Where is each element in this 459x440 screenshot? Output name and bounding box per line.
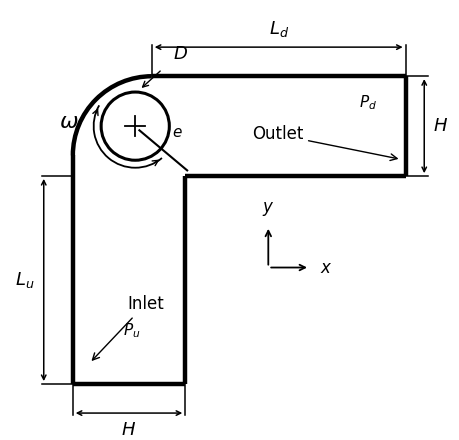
Text: $L_d$: $L_d$ — [269, 19, 289, 39]
Text: $H$: $H$ — [433, 117, 448, 135]
Text: $L_u$: $L_u$ — [15, 270, 34, 290]
Text: $x$: $x$ — [320, 259, 333, 276]
Text: $\omega$: $\omega$ — [59, 112, 78, 132]
Text: Outlet: Outlet — [252, 125, 397, 161]
Text: $y$: $y$ — [262, 200, 274, 218]
Text: Inlet: Inlet — [92, 295, 164, 360]
Text: $e$: $e$ — [172, 125, 182, 140]
Text: $H$: $H$ — [122, 422, 136, 440]
Text: $D$: $D$ — [173, 45, 188, 63]
Text: $P_d$: $P_d$ — [359, 93, 377, 112]
Text: $P_u$: $P_u$ — [123, 322, 140, 340]
